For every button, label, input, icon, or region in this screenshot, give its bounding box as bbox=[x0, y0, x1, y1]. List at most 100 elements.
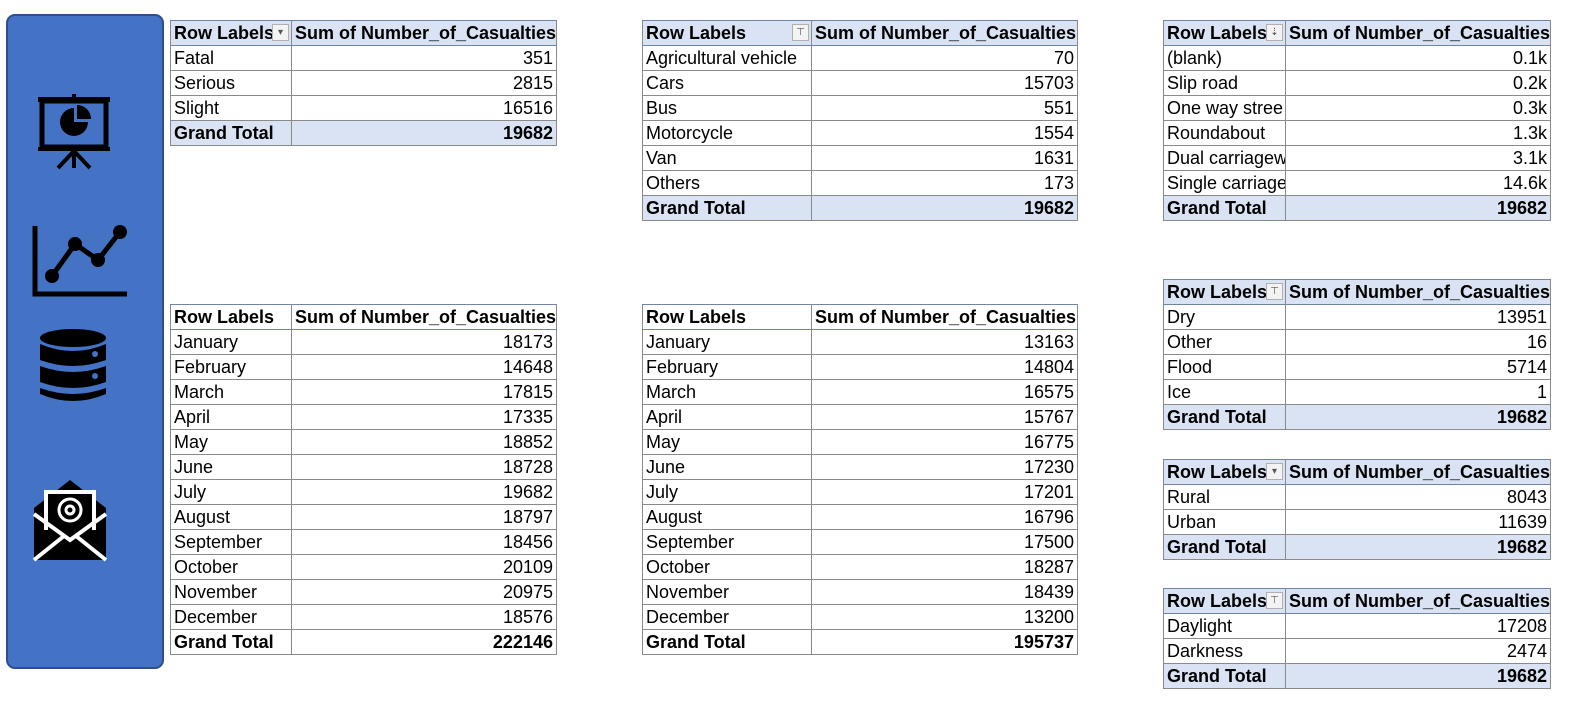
row-label-cell[interactable]: Fatal bbox=[170, 45, 292, 71]
value-cell[interactable]: 15703 bbox=[811, 70, 1078, 96]
row-label-cell[interactable]: Slight bbox=[170, 95, 292, 121]
row-label-cell[interactable]: Urban bbox=[1163, 509, 1286, 535]
grand-total-value[interactable]: 19682 bbox=[1285, 663, 1551, 689]
grand-total-label[interactable]: Grand Total bbox=[170, 629, 292, 655]
line-chart-icon[interactable] bbox=[30, 224, 130, 300]
row-label-cell[interactable]: Motorcycle bbox=[642, 120, 812, 146]
row-label-cell[interactable]: Bus bbox=[642, 95, 812, 121]
row-label-cell[interactable]: Rural bbox=[1163, 484, 1286, 510]
row-label-cell[interactable]: Dry bbox=[1163, 304, 1286, 330]
row-label-cell[interactable]: Roundabout bbox=[1163, 120, 1286, 146]
value-cell[interactable]: 17815 bbox=[291, 379, 557, 405]
value-cell[interactable]: 16 bbox=[1285, 329, 1551, 355]
value-cell[interactable]: 15767 bbox=[811, 404, 1078, 430]
grand-total-label[interactable]: Grand Total bbox=[1163, 404, 1286, 430]
value-cell[interactable]: 1631 bbox=[811, 145, 1078, 171]
row-label-cell[interactable]: November bbox=[642, 579, 812, 605]
value-cell[interactable]: 14.6k bbox=[1285, 170, 1551, 196]
row-label-cell[interactable]: December bbox=[170, 604, 292, 630]
grand-total-label[interactable]: Grand Total bbox=[170, 120, 292, 146]
row-label-cell[interactable]: October bbox=[170, 554, 292, 580]
value-cell[interactable]: 2815 bbox=[291, 70, 557, 96]
value-cell[interactable]: 17208 bbox=[1285, 613, 1551, 639]
row-label-cell[interactable]: Agricultural vehicle bbox=[642, 45, 812, 71]
grand-total-value[interactable]: 222146 bbox=[291, 629, 557, 655]
value-cell[interactable]: 18173 bbox=[291, 329, 557, 355]
grand-total-value[interactable]: 19682 bbox=[1285, 534, 1551, 560]
row-label-cell[interactable]: One way stree bbox=[1163, 95, 1286, 121]
value-cell[interactable]: 18576 bbox=[291, 604, 557, 630]
value-cell[interactable]: 1554 bbox=[811, 120, 1078, 146]
dropdown-icon[interactable]: ▾ bbox=[272, 24, 289, 41]
value-cell[interactable]: 173 bbox=[811, 170, 1078, 196]
row-label-cell[interactable]: April bbox=[170, 404, 292, 430]
row-label-cell[interactable]: (blank) bbox=[1163, 45, 1286, 71]
row-label-cell[interactable]: Slip road bbox=[1163, 70, 1286, 96]
value-cell[interactable]: 14648 bbox=[291, 354, 557, 380]
row-label-cell[interactable]: Ice bbox=[1163, 379, 1286, 405]
value-cell[interactable]: 13951 bbox=[1285, 304, 1551, 330]
row-label-cell[interactable]: Serious bbox=[170, 70, 292, 96]
row-label-cell[interactable]: May bbox=[642, 429, 812, 455]
value-cell[interactable]: 351 bbox=[291, 45, 557, 71]
row-label-cell[interactable]: July bbox=[170, 479, 292, 505]
filter-icon[interactable]: ⊤ bbox=[1266, 283, 1283, 300]
grand-total-label[interactable]: Grand Total bbox=[1163, 195, 1286, 221]
row-label-cell[interactable]: Daylight bbox=[1163, 613, 1286, 639]
row-label-cell[interactable]: July bbox=[642, 479, 812, 505]
value-cell[interactable]: 70 bbox=[811, 45, 1078, 71]
value-cell[interactable]: 3.1k bbox=[1285, 145, 1551, 171]
row-label-cell[interactable]: April bbox=[642, 404, 812, 430]
row-label-cell[interactable]: January bbox=[170, 329, 292, 355]
row-label-cell[interactable]: August bbox=[170, 504, 292, 530]
row-label-cell[interactable]: Cars bbox=[642, 70, 812, 96]
grand-total-value[interactable]: 195737 bbox=[811, 629, 1078, 655]
row-label-cell[interactable]: September bbox=[642, 529, 812, 555]
value-cell[interactable]: 18456 bbox=[291, 529, 557, 555]
row-label-cell[interactable]: March bbox=[642, 379, 812, 405]
row-label-cell[interactable]: June bbox=[642, 454, 812, 480]
grand-total-value[interactable]: 19682 bbox=[291, 120, 557, 146]
row-label-cell[interactable]: August bbox=[642, 504, 812, 530]
grand-total-label[interactable]: Grand Total bbox=[642, 629, 812, 655]
value-cell[interactable]: 0.1k bbox=[1285, 45, 1551, 71]
grand-total-value[interactable]: 19682 bbox=[1285, 404, 1551, 430]
row-label-cell[interactable]: Other bbox=[1163, 329, 1286, 355]
value-cell[interactable]: 16516 bbox=[291, 95, 557, 121]
value-cell[interactable]: 5714 bbox=[1285, 354, 1551, 380]
value-cell[interactable]: 2474 bbox=[1285, 638, 1551, 664]
presentation-chart-icon[interactable] bbox=[36, 94, 112, 170]
row-label-cell[interactable]: Van bbox=[642, 145, 812, 171]
value-cell[interactable]: 1.3k bbox=[1285, 120, 1551, 146]
row-label-cell[interactable]: May bbox=[170, 429, 292, 455]
row-label-cell[interactable]: October bbox=[642, 554, 812, 580]
row-label-cell[interactable]: Darkness bbox=[1163, 638, 1286, 664]
row-label-cell[interactable]: February bbox=[642, 354, 812, 380]
grand-total-label[interactable]: Grand Total bbox=[1163, 663, 1286, 689]
grand-total-value[interactable]: 19682 bbox=[1285, 195, 1551, 221]
row-label-cell[interactable]: January bbox=[642, 329, 812, 355]
database-icon[interactable] bbox=[38, 328, 108, 404]
value-cell[interactable]: 20109 bbox=[291, 554, 557, 580]
row-label-cell[interactable]: June bbox=[170, 454, 292, 480]
row-label-cell[interactable]: February bbox=[170, 354, 292, 380]
filter-icon[interactable]: ⊤ bbox=[792, 24, 809, 41]
sort-filter-icon[interactable]: ⇣ bbox=[1266, 24, 1283, 41]
value-cell[interactable]: 11639 bbox=[1285, 509, 1551, 535]
value-cell[interactable]: 0.2k bbox=[1285, 70, 1551, 96]
value-cell[interactable]: 16575 bbox=[811, 379, 1078, 405]
value-cell[interactable]: 14804 bbox=[811, 354, 1078, 380]
value-cell[interactable]: 17230 bbox=[811, 454, 1078, 480]
value-cell[interactable]: 18797 bbox=[291, 504, 557, 530]
row-label-cell[interactable]: November bbox=[170, 579, 292, 605]
value-cell[interactable]: 8043 bbox=[1285, 484, 1551, 510]
email-icon[interactable] bbox=[30, 478, 110, 564]
value-cell[interactable]: 1 bbox=[1285, 379, 1551, 405]
value-cell[interactable]: 0.3k bbox=[1285, 95, 1551, 121]
value-cell[interactable]: 16775 bbox=[811, 429, 1078, 455]
value-cell[interactable]: 18439 bbox=[811, 579, 1078, 605]
value-cell[interactable]: 13200 bbox=[811, 604, 1078, 630]
row-label-cell[interactable]: Dual carriagew bbox=[1163, 145, 1286, 171]
row-label-cell[interactable]: Others bbox=[642, 170, 812, 196]
value-cell[interactable]: 20975 bbox=[291, 579, 557, 605]
